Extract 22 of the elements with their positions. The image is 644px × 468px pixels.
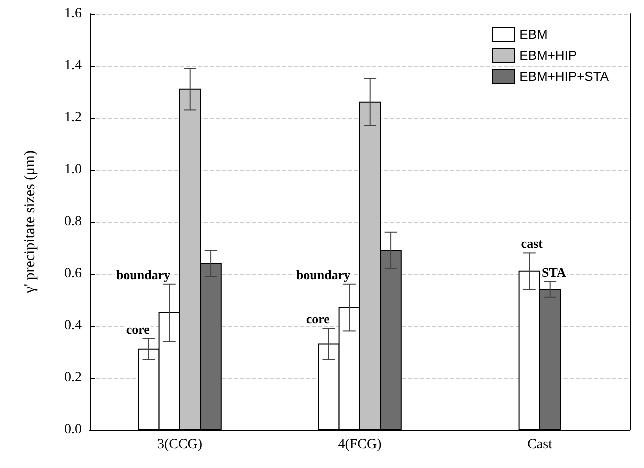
y-tick-label: 1.0	[64, 162, 82, 178]
legend-label: EBM+HIP	[520, 48, 578, 63]
annotation: STA	[542, 264, 567, 280]
legend-label: EBM+HIP+STA	[520, 69, 610, 84]
legend-label: EBM	[520, 27, 548, 42]
annotation: boundary	[116, 267, 172, 282]
y-tick-label: 1.6	[64, 6, 82, 22]
y-tick-label: 0.8	[64, 214, 82, 230]
y-tick-label: 0.6	[64, 266, 82, 282]
annotation: core	[306, 312, 330, 327]
y-tick-label: 0.2	[64, 370, 82, 386]
annotation: core	[126, 322, 150, 337]
annotation: boundary	[296, 267, 352, 282]
x-tick-label: 3(CCG)	[157, 438, 203, 452]
x-tick-label: 4(FCG)	[338, 438, 382, 452]
y-axis-title: γ' precipitate sizes (μm)	[22, 150, 38, 294]
annotation: cast	[521, 236, 544, 252]
y-tick-label: 0.0	[64, 422, 82, 438]
y-tick-label: 0.4	[64, 318, 82, 334]
y-tick-label: 1.4	[64, 58, 82, 74]
y-tick-label: 1.2	[64, 110, 82, 126]
x-tick-label: Cast	[528, 438, 553, 452]
